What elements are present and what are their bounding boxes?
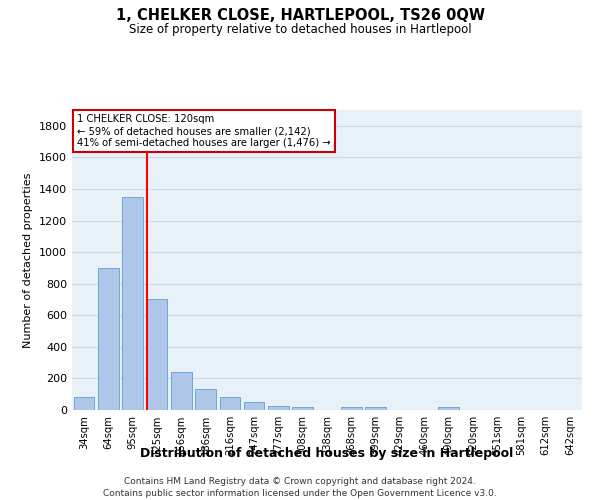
Bar (341, 407, 362, 410)
Text: 1 CHELKER CLOSE: 120sqm
← 59% of detached houses are smaller (2,142)
41% of semi: 1 CHELKER CLOSE: 120sqm ← 59% of detache… (77, 114, 331, 148)
Bar (365, 407, 386, 410)
Text: Distribution of detached houses by size in Hartlepool: Distribution of detached houses by size … (140, 448, 514, 460)
Text: 1, CHELKER CLOSE, HARTLEPOOL, TS26 0QW: 1, CHELKER CLOSE, HARTLEPOOL, TS26 0QW (115, 8, 485, 22)
Bar (438, 407, 459, 410)
Bar (146, 300, 167, 410)
Bar (74, 398, 94, 410)
Text: Contains HM Land Registry data © Crown copyright and database right 2024.: Contains HM Land Registry data © Crown c… (124, 478, 476, 486)
Text: Size of property relative to detached houses in Hartlepool: Size of property relative to detached ho… (128, 22, 472, 36)
Y-axis label: Number of detached properties: Number of detached properties (23, 172, 34, 348)
Bar (98, 268, 119, 410)
Text: Contains public sector information licensed under the Open Government Licence v3: Contains public sector information licen… (103, 489, 497, 498)
Bar (220, 398, 240, 410)
Bar (195, 390, 216, 410)
Bar (268, 406, 289, 410)
Bar (292, 407, 313, 410)
Bar (122, 197, 143, 410)
Bar (171, 372, 191, 410)
Bar (244, 402, 265, 410)
